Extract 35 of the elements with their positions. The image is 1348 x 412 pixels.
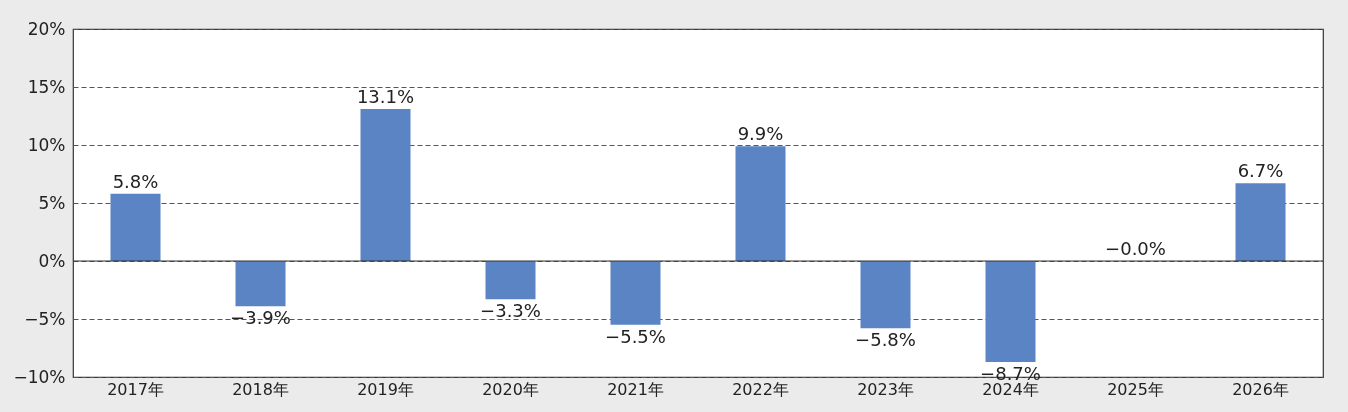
y-tick-label: 15% bbox=[27, 76, 66, 97]
y-tick-label: −5% bbox=[24, 308, 66, 329]
y-tick-label: −10% bbox=[13, 366, 66, 387]
bar bbox=[735, 146, 786, 261]
data-label: 5.8% bbox=[112, 170, 159, 192]
data-label: 6.7% bbox=[1237, 160, 1284, 182]
data-label: 9.9% bbox=[737, 123, 784, 145]
data-label: −5.5% bbox=[605, 325, 666, 347]
y-tick-label: 0% bbox=[38, 250, 66, 271]
x-tick-label: 2020年 bbox=[482, 379, 539, 399]
data-label: −5.8% bbox=[855, 329, 916, 351]
y-tick-label: 10% bbox=[27, 134, 66, 155]
bar bbox=[610, 261, 661, 325]
x-tick-label: 2022年 bbox=[732, 379, 789, 399]
data-label: −0.0% bbox=[1105, 238, 1166, 259]
data-label: 13.1% bbox=[356, 86, 415, 108]
data-label: −3.9% bbox=[230, 307, 291, 329]
x-tick-label: 2019年 bbox=[357, 379, 414, 399]
bar bbox=[110, 193, 161, 261]
y-tick-label: 5% bbox=[38, 192, 66, 213]
bar bbox=[985, 261, 1036, 362]
x-tick-label: 2017年 bbox=[107, 379, 164, 399]
y-tick-label: 20% bbox=[27, 18, 66, 39]
data-label: −3.3% bbox=[480, 300, 541, 322]
x-tick-label: 2021年 bbox=[607, 379, 664, 399]
x-tick-label: 2023年 bbox=[857, 379, 914, 399]
x-tick-label: 2024年 bbox=[982, 379, 1039, 399]
bar bbox=[235, 261, 286, 307]
x-tick-label: 2025年 bbox=[1107, 379, 1164, 399]
bar bbox=[360, 109, 411, 261]
x-tick-label: 2018年 bbox=[232, 379, 289, 399]
x-tick-label: 2026年 bbox=[1232, 379, 1289, 399]
bar bbox=[860, 261, 911, 329]
bar bbox=[485, 261, 536, 300]
bar bbox=[1235, 183, 1286, 261]
